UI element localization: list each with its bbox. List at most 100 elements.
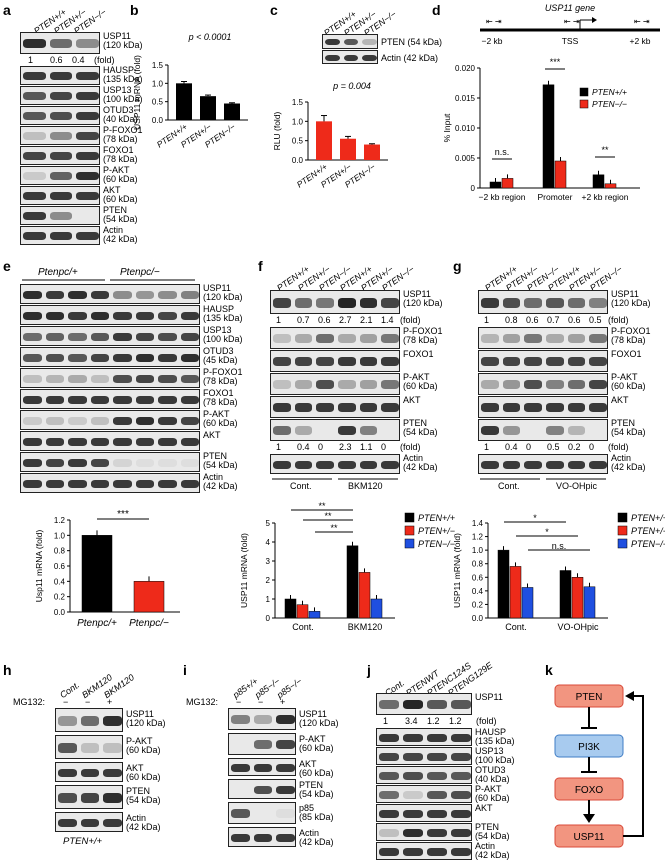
legend-label: PTEN+/+ [592,87,627,97]
panel-h-blot-akt-band [103,768,122,777]
panel-e-blot-akt [20,431,200,451]
panel-g-blot-usp11 [478,290,608,314]
fold-value: 1.2 [449,716,462,726]
panel-j-blot-usp13-band [427,753,447,761]
row-label-name: AKT [103,185,121,195]
panel-g-blot-p-foxo1-band [589,334,607,344]
panel-e-blot-foxo1-band [158,395,177,404]
legend-swatch [404,525,415,536]
y-tick-label: 0.0 [152,116,164,125]
panel-a-blot-akt-band [23,192,46,201]
panel-e-blot-hausp-band [135,311,154,320]
panel-f-blot-foxo1-band [359,357,378,367]
fold-value: 0.7 [547,315,560,325]
panel-i-blot-p-akt [228,733,296,755]
legend-swatch [404,538,415,549]
panel-j-blot-pten-band [427,829,447,837]
fold-value: 1 [276,442,282,452]
y-tick-label: 0.015 [455,94,476,103]
panel-a-blot-hausp-band [76,72,99,81]
fold-unit: (fold) [608,315,629,325]
legend-label: PTEN+/+ [631,513,665,523]
treatment-label: Cont. [498,481,520,491]
y-tick-label: 1.0 [292,117,304,126]
y-tick-label: 1.4 [472,519,484,528]
y-tick-label: 0.0 [292,156,304,165]
node-label: FOXO [575,785,604,796]
panel-i-blot-usp11-band [276,715,295,725]
bar-2 [224,103,240,120]
panel-e-blot-usp11-band [23,290,42,299]
bar-0 [81,535,113,613]
row-label-name: Actin [611,453,632,463]
panel-f-blot-pten-band [359,426,378,436]
fold-value: 0.6 [318,315,331,325]
panel-f-blot-p-foxo1 [270,327,400,349]
y-tick-label: 0.020 [455,64,476,73]
panel-e-blot-actin-band [45,479,64,488]
fold-value: 0 [381,442,387,452]
row-label-name: P-FOXO1 [103,125,143,135]
row-label-kda: (78 kDa) [203,397,238,407]
sig-mark: * [545,527,549,537]
panel-f-blot-p-foxo1-band [273,334,291,344]
row-label-name: PTEN [299,780,324,790]
row-label-name: FOXO1 [103,145,134,155]
panel-g-blot-pten-band [546,426,564,436]
panel-e-blot-usp13-band [45,332,64,341]
fold-value: 0.2 [568,442,581,452]
row-label-kda: (135 kDa) [103,74,143,84]
panel-i-blot-usp11-band [253,715,273,725]
fold-value: 0.7 [297,315,310,325]
mg132-value: − [63,697,69,707]
y-axis-label: USP11 mRNA (fold) [132,55,142,130]
panel-c-letter: c [270,2,278,18]
y-tick-label: 0.8 [54,547,66,556]
panel-e-blot-foxo1-band [180,395,199,404]
panel-g-blot-pten [478,419,608,441]
panel-c-blot-pten-band [343,39,359,46]
group-brackets [22,279,195,281]
panel-e-blot-otud3-band [135,353,154,362]
panel-e-blot-p-akt-band [45,416,64,425]
footer-label: PTEN+/+ [63,836,103,847]
row-label-kda: (42 kDa) [126,822,161,832]
panel-e-blot-actin-band [90,479,109,488]
panel-a-blot-hausp [20,66,100,85]
panel-f-blot-foxo1-band [273,357,291,367]
y-tick-label: 1 [266,595,271,604]
panel-g-blot-akt-band [546,403,564,413]
bar-0-0 [489,181,502,189]
mg132-value: − [236,697,242,707]
x-tick-label: Ptenpc/+ [77,618,117,629]
y-axis-label: % Input [442,113,452,142]
row-label-kda: (54 kDa) [299,789,334,799]
panel-e-blot-akt-band [135,437,154,446]
panel-a-blot-akt [20,186,100,205]
panel-a-blot-p-akt-band [23,172,46,181]
panel-g-blot-foxo1-band [567,357,586,367]
row-label-name: USP13 [203,325,232,335]
row-label-kda: (54 kDa) [403,427,438,437]
fold-value: 1 [484,442,490,452]
legend-swatch [404,512,415,523]
primer-arrows: ⇤ ⇥ [634,17,650,26]
panel-j-blot-actin-band [427,848,447,856]
panel-g-blot-p-akt-band [546,380,564,390]
lane-label: Cont. [58,679,82,701]
row-label-kda: (60 kDa) [299,768,334,778]
panel-i-blot-p-akt-band [253,740,273,750]
panel-e-blot-akt-band [68,437,87,446]
panel-e-blot-usp13 [20,326,200,346]
panel-j-blot-p-akt-band [427,791,447,799]
panel-g-blot-usp11-band [502,297,521,308]
panel-e-blot-foxo1 [20,389,200,409]
fold-value: 0.6 [50,55,63,65]
feedback-line [623,695,644,837]
row-label-kda: (42 kDa) [103,234,138,244]
row-label-kda: (60 kDa) [126,745,161,755]
bar-0-2 [592,174,605,189]
panel-j-blot-otud3-band [403,772,423,780]
